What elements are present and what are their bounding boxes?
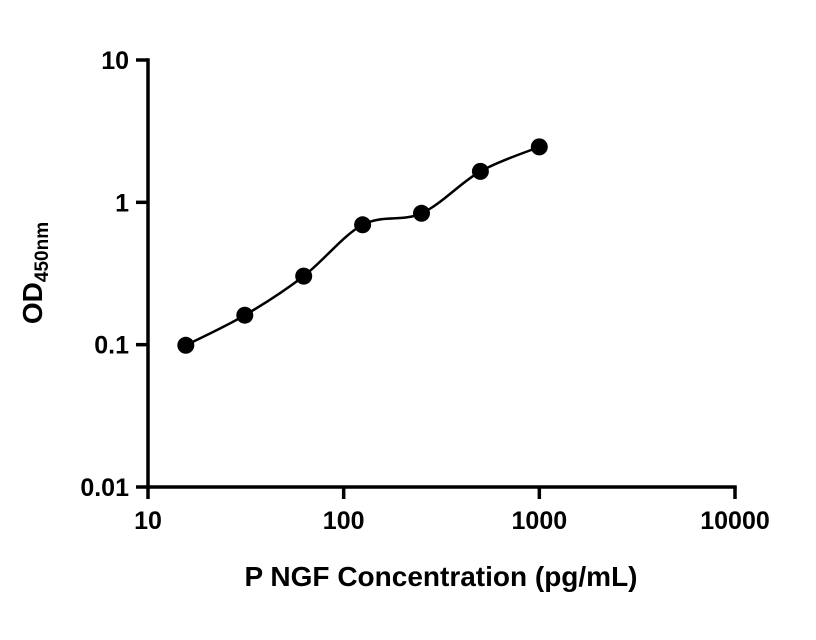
y-axis-title-sub: 450nm <box>32 222 53 282</box>
y-tick-label: 0.1 <box>94 332 129 360</box>
data-point <box>177 336 195 354</box>
y-tick-label: 10 <box>101 47 129 75</box>
x-tick-label: 10000 <box>700 507 770 535</box>
y-axis-title-main: OD <box>17 282 48 324</box>
x-tick-label: 1000 <box>512 507 568 535</box>
data-point <box>471 162 489 180</box>
data-point <box>354 216 372 234</box>
x-axis-title: P NGF Concentration (pg/mL) <box>244 561 637 592</box>
data-point <box>413 204 430 222</box>
data-point <box>295 267 313 285</box>
data-point <box>530 138 548 156</box>
y-tick-label: 1 <box>115 189 129 217</box>
y-axis-title: OD450nm <box>17 222 53 324</box>
y-tick-label: 0.01 <box>80 474 129 502</box>
x-tick-label: 100 <box>323 507 365 535</box>
data-point <box>236 306 254 324</box>
x-tick-label: 10 <box>134 507 162 535</box>
plot-area: 10 100 1000 10000 0.01 0.1 1 10 <box>80 47 769 535</box>
